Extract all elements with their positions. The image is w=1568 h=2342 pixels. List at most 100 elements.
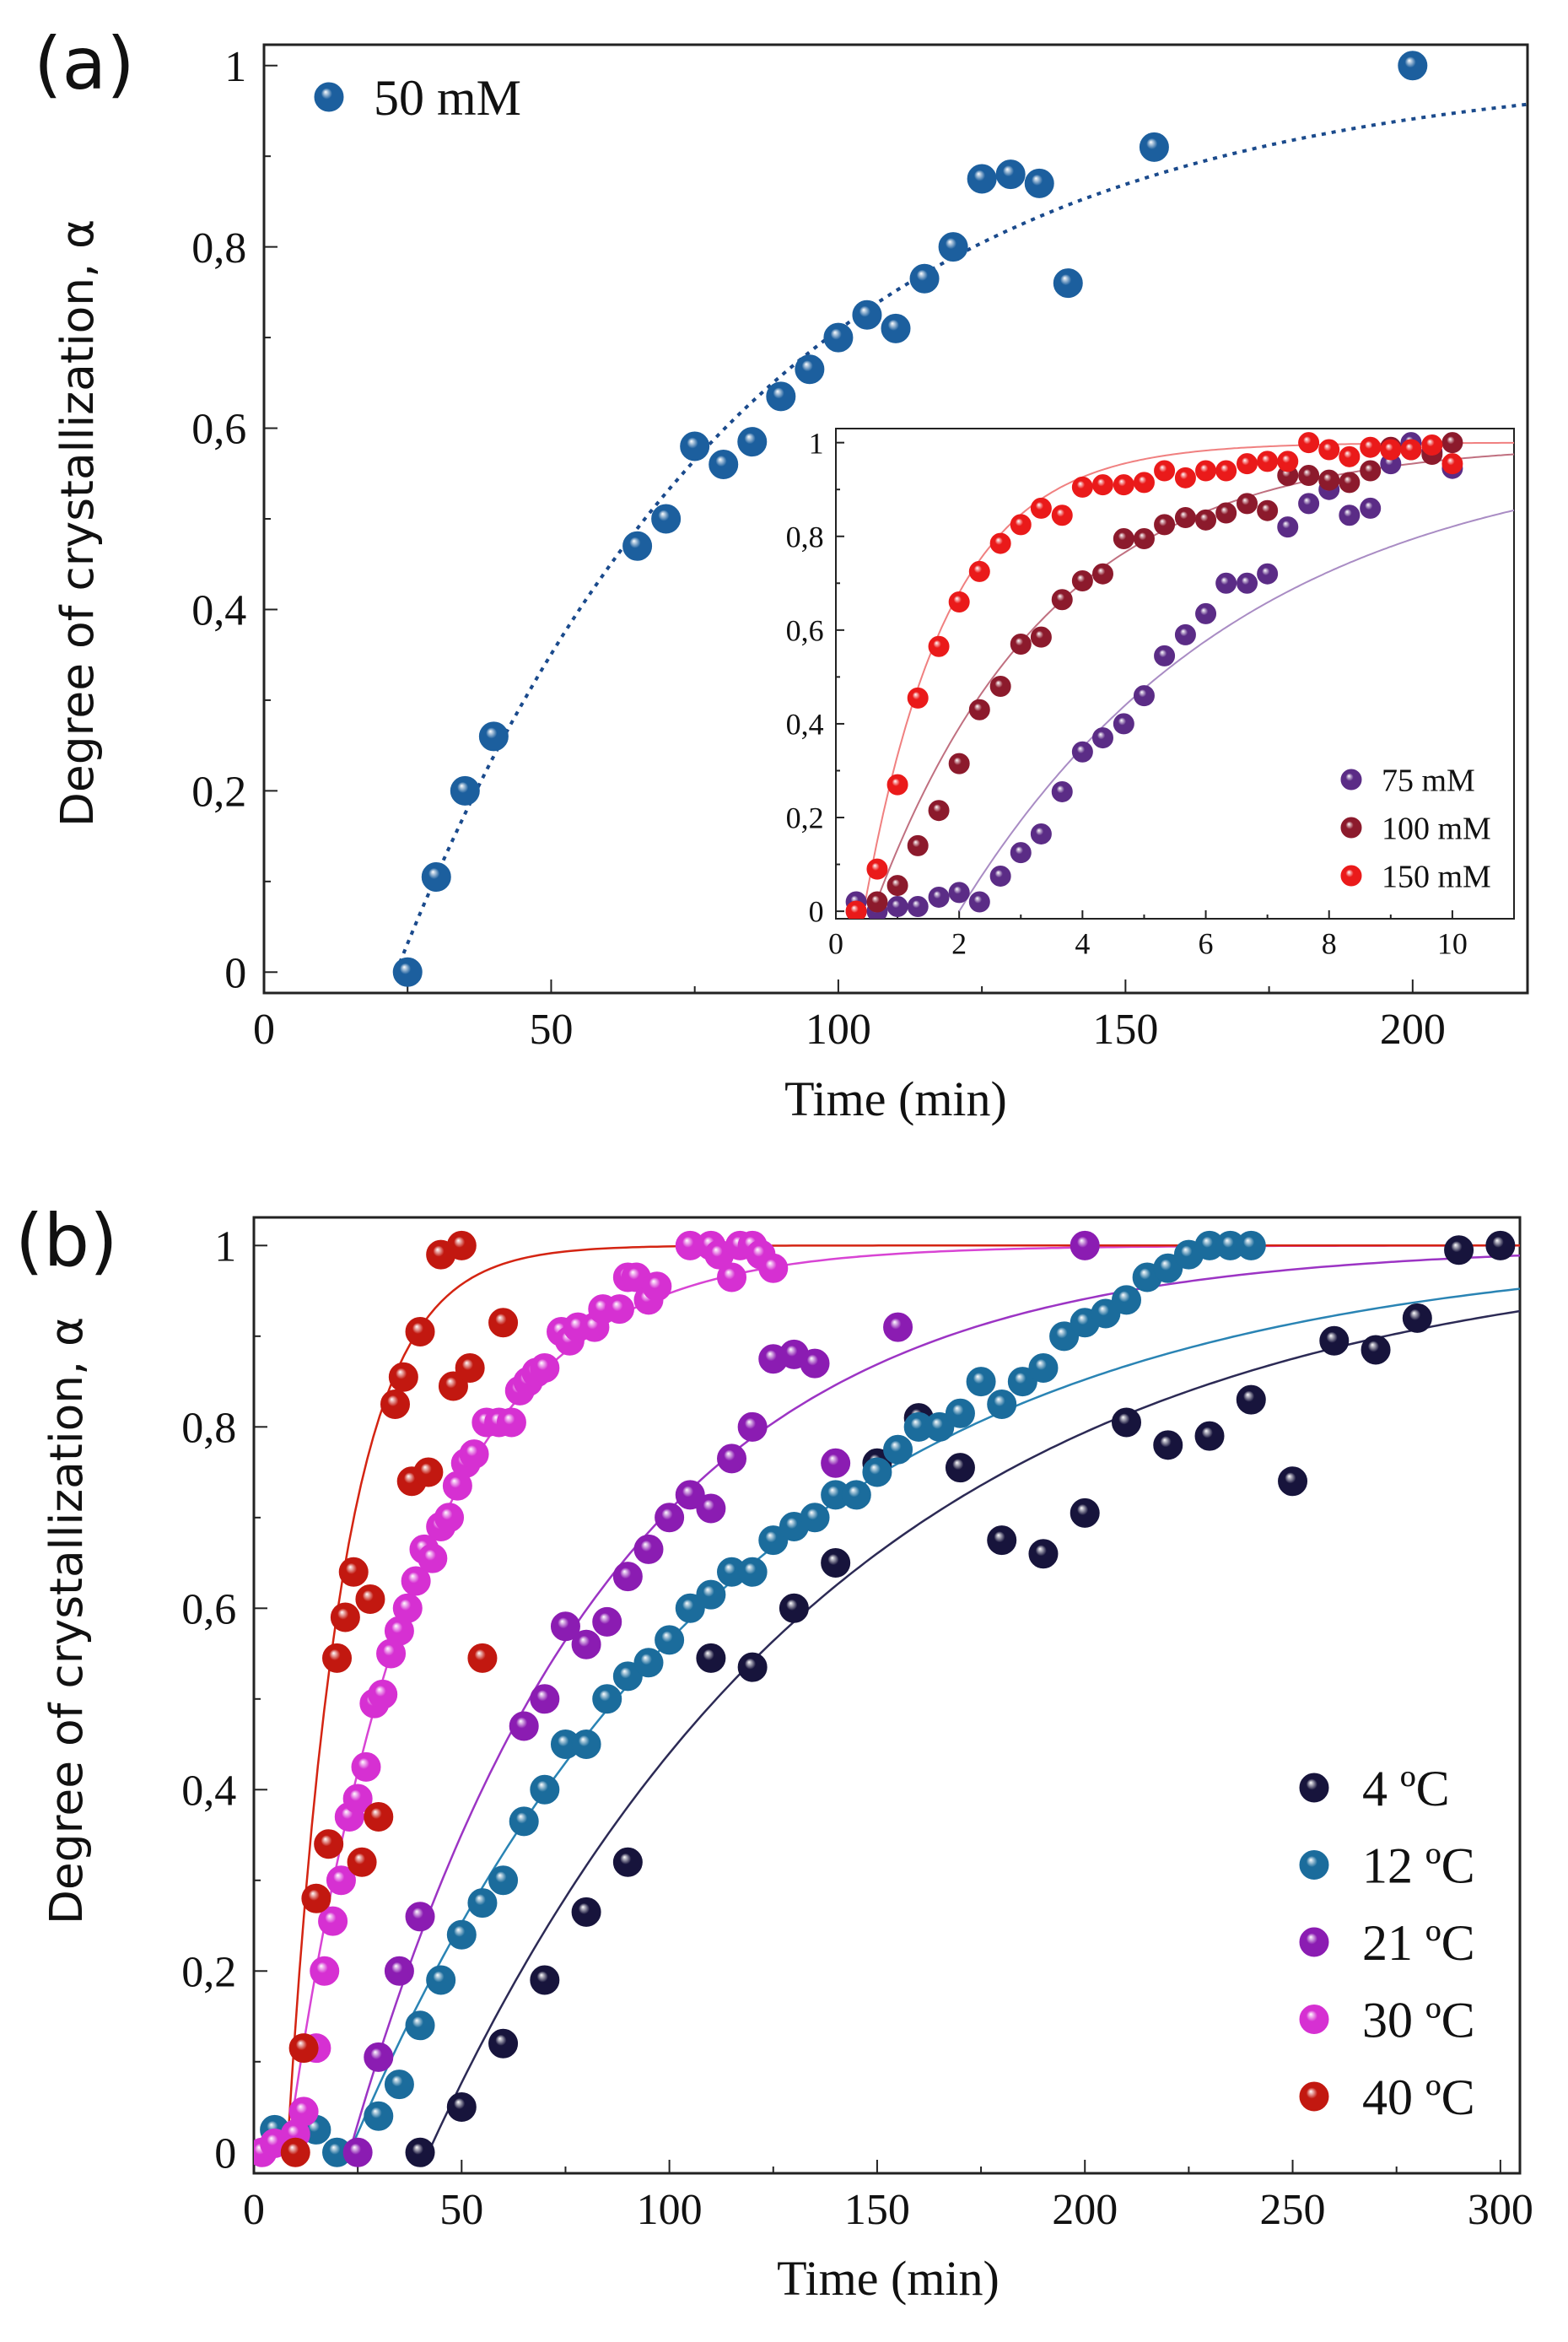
- data-point-series-0: [1444, 1235, 1474, 1265]
- data-point-series-1: [1133, 528, 1155, 550]
- data-point-series-2: [1091, 474, 1113, 496]
- data-point-series-1: [1113, 528, 1134, 550]
- legend-label: 12 ºC: [1362, 1838, 1475, 1894]
- data-point-series-4: [280, 2137, 310, 2167]
- x-tick-label: 100: [637, 2186, 703, 2234]
- y-tick-label: 0,2: [181, 1948, 236, 1996]
- data-point-series-2: [886, 774, 908, 796]
- y-tick-label: 1: [224, 43, 246, 91]
- data-point-series-2: [1380, 439, 1402, 461]
- fit-line-0: [958, 509, 1514, 912]
- data-point-series-2: [1174, 467, 1196, 488]
- data-point-series-1: [907, 834, 929, 856]
- data-point-series-2: [612, 1562, 643, 1592]
- data-point-series-1: [384, 2069, 414, 2100]
- data-point-series-0: [1053, 268, 1083, 299]
- legend-marker: [1299, 2081, 1329, 2112]
- data-point-series-2: [1030, 497, 1052, 519]
- data-point-series-0: [909, 263, 940, 294]
- x-tick-label: 4: [1075, 926, 1090, 960]
- data-point-series-0: [1195, 602, 1217, 624]
- data-point-series-0: [680, 431, 710, 461]
- data-point-series-3: [351, 1751, 381, 1782]
- x-tick-label: 8: [1322, 926, 1337, 960]
- data-point-series-2: [696, 1493, 726, 1524]
- legend-label: 30 ºC: [1362, 1993, 1475, 2048]
- data-point-series-1: [426, 1965, 456, 1995]
- data-point-series-1: [467, 1888, 498, 1918]
- data-point-series-0: [1051, 780, 1073, 802]
- legend-marker: [1340, 865, 1362, 887]
- data-point-series-2: [592, 1606, 622, 1637]
- data-point-series-4: [388, 1362, 418, 1392]
- data-point-series-2: [866, 858, 888, 880]
- data-point-series-0: [907, 896, 929, 918]
- y-tick-label: 0: [809, 895, 824, 929]
- legend-label: 150 mM: [1382, 859, 1491, 894]
- fit-line-0: [394, 102, 1528, 974]
- x-tick-label: 0: [828, 926, 843, 960]
- panel-label: (a): [34, 22, 135, 106]
- data-point-series-1: [696, 1579, 726, 1610]
- data-point-series-1: [1154, 514, 1176, 536]
- data-point-series-2: [655, 1503, 685, 1533]
- data-point-series-3: [288, 2096, 319, 2127]
- legend-marker: [1340, 769, 1362, 791]
- data-point-series-0: [1133, 685, 1155, 707]
- data-point-series-2: [907, 687, 929, 709]
- x-tick-label: 0: [253, 1006, 275, 1054]
- data-point-series-3: [342, 1783, 373, 1814]
- data-point-series-1: [571, 1730, 601, 1760]
- data-point-series-1: [1257, 499, 1279, 521]
- panel-label: (b): [15, 1199, 118, 1283]
- data-point-series-1: [592, 1684, 622, 1714]
- data-point-series-0: [392, 957, 423, 987]
- data-point-series-0: [886, 896, 908, 918]
- data-point-series-0: [1153, 1430, 1183, 1460]
- data-point-series-1: [509, 1806, 539, 1837]
- y-tick-label: 0,4: [191, 587, 246, 635]
- data-point-series-2: [530, 1684, 560, 1714]
- data-point-series-2: [1441, 453, 1463, 475]
- data-point-series-1: [1049, 1321, 1080, 1352]
- y-tick-label: 0,4: [181, 1767, 236, 1815]
- y-tick-label: 0,8: [181, 1405, 236, 1453]
- data-point-series-1: [883, 1434, 913, 1465]
- data-point-series-0: [1154, 645, 1176, 666]
- data-point-series-4: [347, 1847, 377, 1877]
- data-point-series-4: [288, 2033, 319, 2064]
- x-axis-label: Time (min): [784, 1071, 1007, 1126]
- data-point-series-0: [488, 2028, 519, 2059]
- data-point-series-1: [446, 1919, 477, 1950]
- data-point-series-0: [1360, 497, 1382, 519]
- data-point-series-0: [446, 2092, 477, 2123]
- data-point-series-4: [455, 1352, 485, 1383]
- data-point-series-2: [509, 1711, 539, 1741]
- data-point-series-0: [1139, 132, 1169, 162]
- x-tick-label: 6: [1199, 926, 1214, 960]
- data-point-series-1: [405, 2010, 435, 2041]
- data-point-series-1: [1010, 634, 1032, 656]
- data-point-series-1: [841, 1480, 871, 1510]
- data-point-series-2: [717, 1444, 747, 1474]
- data-point-series-1: [1339, 472, 1361, 494]
- data-point-series-4: [364, 1802, 394, 1832]
- data-point-series-2: [1318, 439, 1340, 461]
- data-point-series-4: [355, 1584, 385, 1615]
- data-point-series-4: [322, 1643, 353, 1673]
- x-tick-label: 200: [1380, 1006, 1446, 1054]
- data-point-series-1: [633, 1648, 664, 1678]
- data-point-series-3: [605, 1294, 635, 1325]
- data-point-series-1: [1028, 1352, 1059, 1383]
- data-point-series-2: [384, 1956, 414, 1986]
- x-tick-label: 2: [951, 926, 967, 960]
- data-point-series-1: [1091, 1298, 1121, 1329]
- data-point-series-0: [1298, 493, 1320, 515]
- data-point-series-1: [655, 1625, 685, 1655]
- y-tick-label: 0,8: [786, 520, 824, 553]
- data-point-series-2: [1051, 505, 1073, 526]
- data-point-series-0: [450, 775, 480, 806]
- x-tick-label: 300: [1468, 2186, 1533, 2234]
- data-point-series-3: [418, 1543, 448, 1573]
- data-point-series-0: [852, 299, 882, 330]
